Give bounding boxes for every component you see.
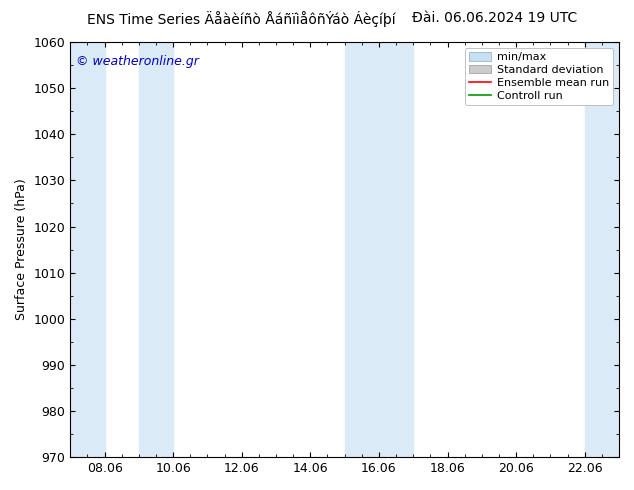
Y-axis label: Surface Pressure (hPa): Surface Pressure (hPa) <box>15 179 28 320</box>
Legend: min/max, Standard deviation, Ensemble mean run, Controll run: min/max, Standard deviation, Ensemble me… <box>465 48 614 105</box>
Bar <box>379 42 413 457</box>
Text: ENS Time Series Äåàèíñò ÅáñïìåôñÝáò Áèçíþí: ENS Time Series Äåàèíñò ÅáñïìåôñÝáò Áèçí… <box>87 11 395 27</box>
Bar <box>70 42 105 457</box>
Bar <box>345 42 379 457</box>
Text: Đài. 06.06.2024 19 UTC: Đài. 06.06.2024 19 UTC <box>412 11 577 25</box>
Text: © weatheronline.gr: © weatheronline.gr <box>76 54 198 68</box>
Bar <box>585 42 619 457</box>
Bar <box>139 42 173 457</box>
